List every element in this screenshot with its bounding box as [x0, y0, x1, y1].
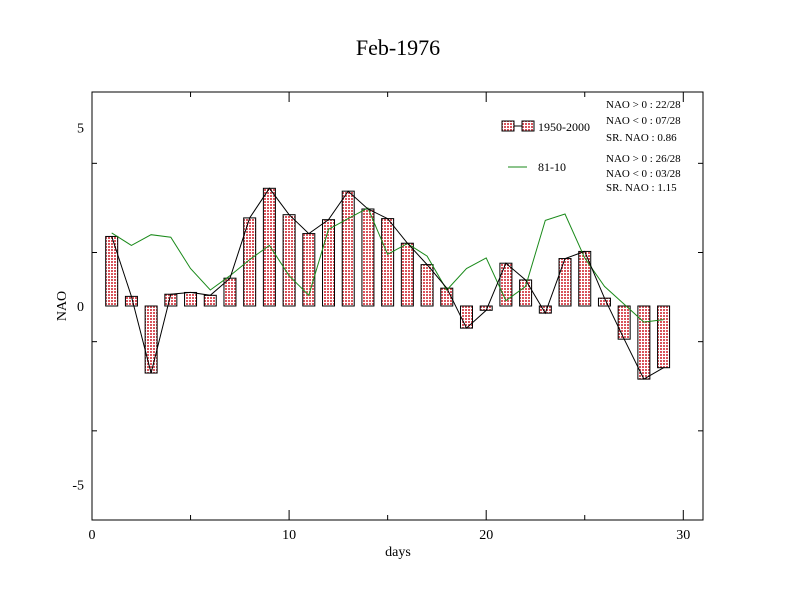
bar-day-27: [617, 305, 631, 340]
stats-annotation-1950-2000: NAO > 0 : 22/28 NAO < 0 : 07/28 SR. NAO …: [606, 99, 681, 144]
legend-swatch-1950-2000-right: [521, 120, 535, 132]
bar-day-16: [400, 242, 414, 307]
y-tick-label: -5: [72, 478, 84, 493]
bar-day-28: [637, 305, 651, 380]
bar-day-5: [184, 291, 198, 307]
stat-negative-1950-2000: NAO < 0 : 07/28: [606, 115, 681, 127]
bar-day-15: [381, 218, 395, 307]
bar-series: [105, 187, 671, 380]
stat-positive-81-10: NAO > 0 : 26/28: [606, 153, 681, 165]
stat-sr-81-10: SR. NAO : 1.15: [606, 182, 677, 194]
bar-day-1: [105, 235, 119, 307]
x-axis-ticks: 0 10 20 30: [89, 92, 690, 543]
x-tick-label: 30: [676, 528, 690, 543]
y-tick-label: 0: [77, 300, 84, 315]
x-axis-label: days: [385, 545, 411, 560]
bar-day-13: [341, 190, 355, 307]
legend: 1950-2000 81-10: [501, 120, 590, 174]
bar-day-25: [578, 250, 592, 307]
stat-negative-81-10: NAO < 0 : 03/28: [606, 168, 681, 180]
bar-day-29: [657, 305, 671, 369]
bar-day-17: [420, 264, 434, 307]
bar-day-10: [282, 214, 296, 307]
x-tick-label: 10: [282, 528, 296, 543]
x-tick-label: 20: [479, 528, 493, 543]
chart-title: Feb-1976: [356, 35, 440, 60]
bar-day-26: [597, 297, 611, 307]
plot-frame: [91, 91, 704, 521]
stat-sr-1950-2000: SR. NAO : 0.86: [606, 132, 677, 144]
legend-label-81-10: 81-10: [538, 160, 566, 174]
bar-day-24: [558, 258, 572, 307]
legend-swatch-1950-2000-left: [501, 120, 515, 132]
bar-day-14: [361, 208, 375, 307]
bar-day-9: [262, 187, 276, 307]
bar-day-12: [322, 219, 336, 307]
bar-day-6: [203, 294, 217, 307]
bar-day-22: [519, 279, 533, 307]
stats-annotation-81-10: NAO > 0 : 26/28 NAO < 0 : 03/28 SR. NAO …: [606, 153, 681, 194]
line-81-10: [111, 207, 664, 323]
y-tick-label: 5: [77, 122, 84, 137]
bar-day-3: [144, 305, 158, 374]
line-1950-2000: [111, 187, 664, 380]
x-tick-label: 0: [89, 528, 96, 543]
y-axis-label: NAO: [55, 291, 70, 321]
legend-label-1950-2000: 1950-2000: [538, 120, 590, 134]
stat-positive-1950-2000: NAO > 0 : 22/28: [606, 99, 681, 111]
line-series: [111, 187, 664, 380]
y-axis-ticks: -5 0 5: [72, 122, 703, 521]
